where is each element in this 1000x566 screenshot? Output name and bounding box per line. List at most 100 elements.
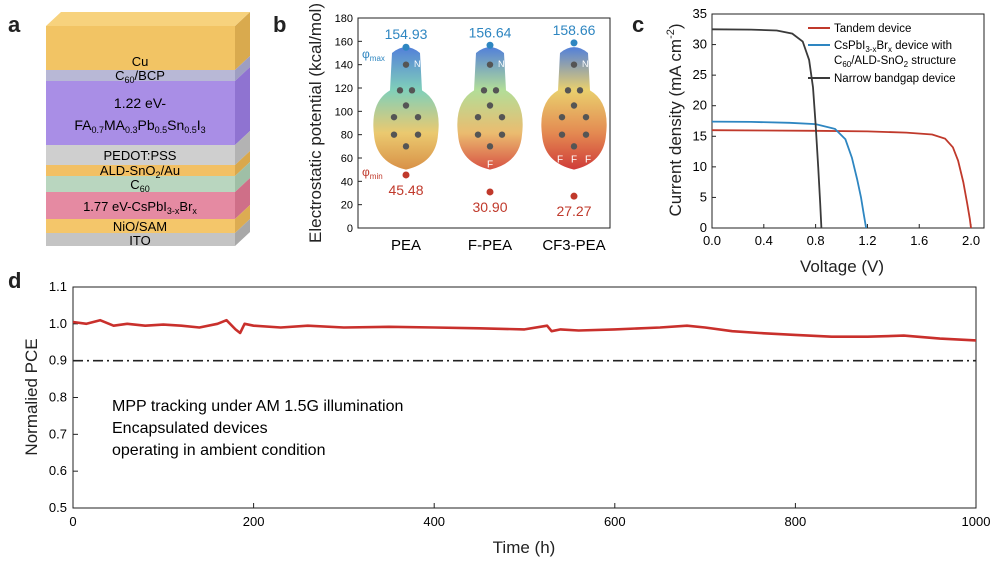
stability-y-tick-label: 1.0 — [49, 316, 67, 331]
atom-label-f: F — [585, 155, 591, 166]
esp-min-point — [570, 192, 578, 200]
layer-label-cu: Cu — [132, 54, 149, 69]
layer-pedot — [46, 145, 235, 165]
atom-label-n: N — [582, 59, 589, 69]
atom — [390, 131, 398, 138]
jv-x-tick-label: 0.0 — [703, 233, 721, 248]
stability-series-line-0 — [72, 318, 977, 342]
atom — [402, 102, 410, 109]
legend-label-tandem: Tandem device — [834, 23, 911, 35]
atom — [558, 113, 566, 121]
jv-y-tick-label: 25 — [693, 67, 707, 82]
layer-side-narrow — [235, 67, 250, 145]
jv-x-tick-label: 2.0 — [962, 233, 980, 248]
layer-side-nio — [235, 205, 250, 233]
stability-y-tick-label: 0.6 — [49, 463, 67, 478]
jv-y-axis-label: Current density (mA cm-2) — [665, 23, 685, 216]
esp-max-value: 154.93 — [385, 26, 428, 42]
jv-series-line-2 — [711, 28, 823, 229]
jv-x-tick-label: 1.6 — [910, 233, 928, 248]
legend-label-wide-2: C60/ALD-SnO2 structure — [834, 55, 956, 69]
jv-y-tick-label: 15 — [693, 128, 707, 143]
jv-y-tick-label: 35 — [693, 6, 707, 21]
phi-min-label: φmin — [362, 165, 383, 181]
atom-label-f: F — [487, 159, 493, 170]
atom — [486, 61, 494, 68]
stability-ticks: 0 200 400 600 800 1000 0.5 0.6 0.7 0.8 0.9 1.0 1.1 — [49, 279, 991, 529]
layer-side-cu — [235, 12, 250, 70]
esp-plot-frame — [357, 17, 611, 229]
layer-label-narrow-2: FA0.7MA0.3Pb0.5Sn0.5I3 — [74, 117, 205, 135]
layer-label-pedot: PEDOT:PSS — [104, 148, 177, 163]
jv-x-axis-label: Voltage (V) — [800, 257, 884, 276]
esp-y-tick-label: 160 — [335, 36, 353, 48]
atom — [474, 131, 482, 138]
layer-side-c60bcp — [235, 56, 250, 81]
jv-x-tick-label: 0.8 — [807, 233, 825, 248]
atom — [582, 113, 590, 121]
atom — [414, 131, 422, 138]
esp-category-label: CF3-PEA — [542, 237, 605, 254]
stability-x-tick-label: 400 — [423, 514, 445, 529]
atom — [570, 143, 578, 150]
stability-x-tick-label: 600 — [604, 514, 626, 529]
stability-x-axis-label: Time (h) — [493, 538, 556, 557]
legend-label-narrow: Narrow bandgap device — [834, 73, 955, 85]
atom — [486, 143, 494, 150]
jv-plot-frame — [711, 13, 985, 229]
esp-min-value: 27.27 — [556, 203, 591, 219]
atom — [474, 113, 482, 121]
esp-max-point — [486, 41, 494, 49]
layer-side-c60 — [235, 162, 250, 192]
layer-sno2 — [46, 165, 235, 176]
layer-side-wide — [235, 178, 250, 219]
atom — [486, 102, 494, 109]
layer-side-sno2 — [235, 151, 250, 176]
stability-x-tick-label: 800 — [785, 514, 807, 529]
layer-label-c60: C60 — [130, 177, 149, 194]
atom — [576, 87, 584, 94]
esp-min-point — [402, 171, 410, 179]
atom-label-f: F — [571, 155, 577, 166]
annotation-line-1: MPP tracking under AM 1.5G illumination — [112, 398, 403, 415]
esp-category-label: F-PEA — [468, 237, 512, 254]
panel-b-letter: b — [273, 12, 286, 37]
atom — [558, 131, 566, 138]
atom — [480, 87, 488, 94]
jv-y-tick-label: 20 — [693, 98, 707, 113]
device-stack: Cu C60/BCP 1.22 eV- FA0.7MA0.3Pb0.5Sn0.5… — [46, 12, 250, 248]
legend-label-wide-1: CsPbI3-xBrx device with — [834, 40, 952, 54]
esp-y-tick-label: 20 — [341, 200, 353, 212]
jv-legend: Tandem device CsPbI3-xBrx device with C6… — [808, 23, 956, 85]
esp-y-ticks: 0 20 40 60 80 100 120 140 160 180 — [335, 13, 362, 235]
atom — [570, 61, 578, 68]
atom — [402, 143, 410, 150]
stability-x-tick-label: 200 — [243, 514, 265, 529]
layer-c60 — [46, 176, 235, 192]
jv-ticks: 0.0 0.4 0.8 1.2 1.6 2.0 0 5 10 15 20 25 30 35 — [693, 6, 981, 248]
esp-y-tick-label: 180 — [335, 13, 353, 25]
atom-label-f: F — [557, 155, 563, 166]
layer-side-pedot — [235, 131, 250, 165]
jv-x-tick-label: 1.2 — [858, 233, 876, 248]
stability-y-tick-label: 0.8 — [49, 390, 67, 405]
layer-wide — [46, 192, 235, 219]
esp-y-tick-label: 120 — [335, 83, 353, 95]
annotation-line-3: operating in ambient condition — [112, 442, 325, 459]
esp-y-tick-label: 0 — [347, 223, 353, 235]
esp-max-point — [402, 43, 410, 51]
stability-y-axis-label: Normalied PCE — [22, 338, 41, 455]
stability-y-tick-label: 0.5 — [49, 500, 67, 515]
jv-x-tick-label: 0.4 — [755, 233, 773, 248]
stability-curve — [72, 318, 977, 342]
esp-y-tick-label: 140 — [335, 60, 353, 72]
esp-min-point — [486, 188, 494, 196]
atom — [492, 87, 500, 94]
layer-nio — [46, 219, 235, 233]
esp-points: 154.93 45.48 156.64 30.90 158.66 27.27 — [385, 22, 596, 219]
jv-series-line-0 — [711, 129, 972, 229]
esp-max-value: 156.64 — [469, 24, 512, 40]
